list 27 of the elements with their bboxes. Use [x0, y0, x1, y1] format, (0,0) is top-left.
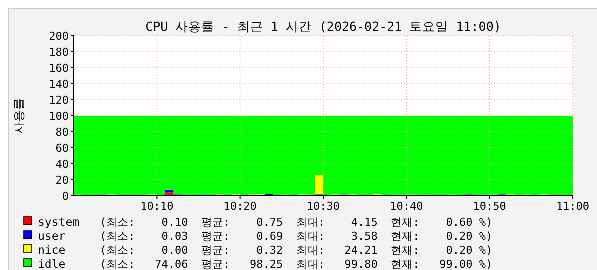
legend-label: user: [38, 229, 66, 244]
legend-label: system: [38, 215, 80, 230]
y-tick-label: 140: [49, 78, 69, 91]
x-tick-label: 10:50: [473, 200, 506, 213]
y-axis-title: 사용률: [12, 98, 26, 134]
x-tick-label: 10:40: [390, 200, 424, 213]
y-tick-label: 80: [56, 126, 69, 139]
y-tick-label: 20: [56, 174, 69, 187]
text: (최소: 0.03 평균: 0.69 최대: 3.58 현재: 0.20 %): [100, 230, 493, 243]
legend-label: nice: [38, 243, 66, 258]
y-tick-label: 60: [56, 142, 69, 155]
y-tick-label: 40: [56, 158, 69, 171]
text: (최소: 0.10 평균: 0.75 최대: 4.15 현재: 0.60 %): [100, 216, 493, 229]
y-tick-label: 160: [49, 62, 69, 75]
x-tick-label: 11:00: [556, 200, 590, 213]
text: (최소: 0.00 평균: 0.32 최대: 24.21 현재: 0.20 %): [100, 244, 493, 257]
y-tick-label: 200: [49, 30, 69, 43]
text: (최소: 74.06 평균: 98.25 최대: 99.80 현재: 99.00 %): [100, 258, 493, 270]
legend-label: idle: [38, 257, 66, 270]
y-tick-label: 0: [62, 190, 69, 203]
y-tick-label: 180: [49, 46, 69, 59]
y-tick-label: 100: [49, 110, 69, 123]
x-tick-label: 10:30: [306, 200, 340, 213]
x-tick-label: 10:20: [224, 200, 257, 213]
chart-title: CPU 사용률 - 최근 1 시간 (2026-02-21 토요일 11:00): [146, 19, 502, 34]
y-tick-label: 120: [49, 94, 69, 107]
x-tick-label: 10:10: [140, 200, 174, 213]
